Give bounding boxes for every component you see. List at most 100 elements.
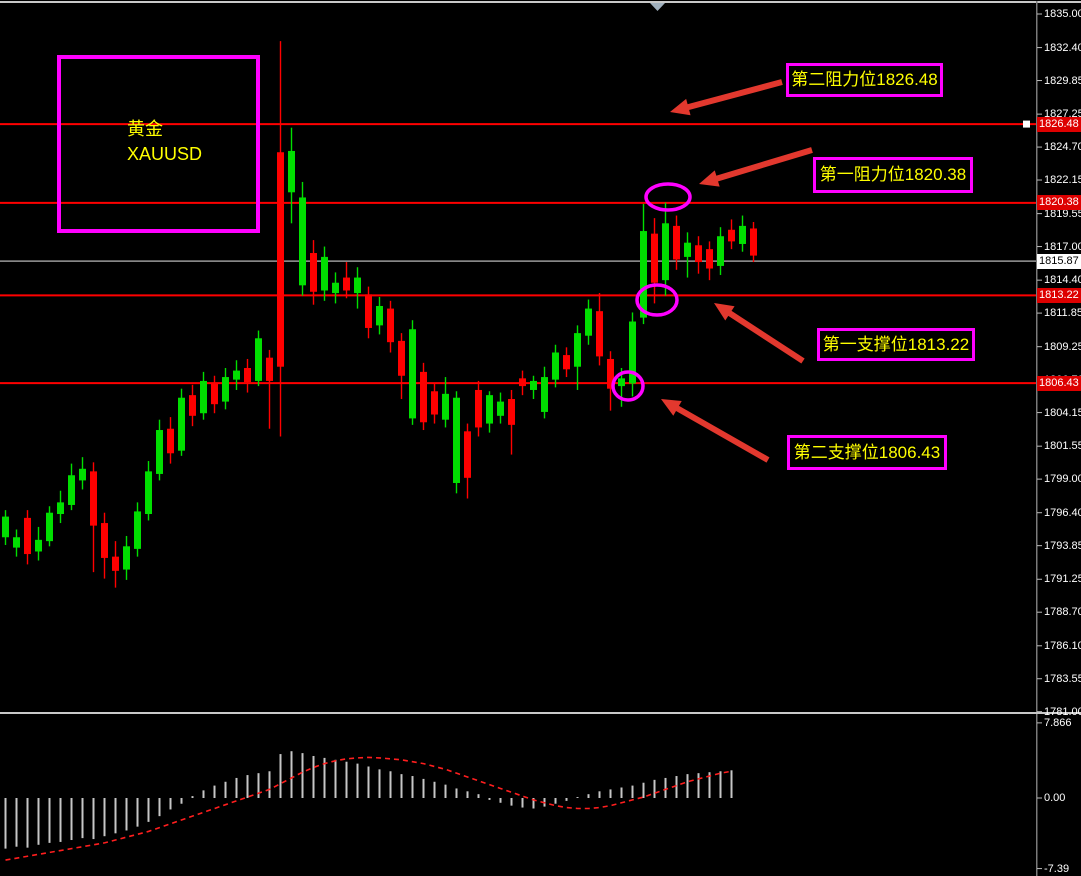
candle-body: [57, 502, 64, 515]
price-tick-label: 1783.55: [1044, 672, 1081, 685]
price-tick-label: 1819.55: [1044, 207, 1081, 220]
price-tick-label: 1822.15: [1044, 174, 1081, 187]
candle-body: [46, 512, 53, 542]
candle-body: [739, 225, 746, 244]
candle-body: [101, 523, 108, 558]
candle-body: [585, 308, 592, 336]
candle-body: [398, 340, 405, 376]
price-tick-label: 1799.00: [1044, 473, 1081, 486]
highlight-ellipses-layer[interactable]: [611, 182, 692, 402]
candle-body: [145, 471, 152, 515]
candle-body: [750, 228, 757, 256]
symbol-name-cn: 黄金: [127, 119, 163, 139]
price-tick-label: 1829.85: [1044, 74, 1081, 87]
candle-body: [167, 428, 174, 454]
symbol-annotation-box[interactable]: 黄金 XAUUSD: [57, 55, 260, 233]
price-tick-label: 1788.70: [1044, 606, 1081, 619]
candle-body: [35, 539, 42, 552]
price-tick-label: 1793.85: [1044, 539, 1081, 552]
price-tick-label: 1835.00: [1044, 8, 1081, 20]
price-tick-label: 1786.10: [1044, 639, 1081, 652]
price-tick-label: 1832.40: [1044, 41, 1081, 54]
price-tick-label: 1814.40: [1044, 274, 1081, 287]
arrow-shaft: [724, 308, 805, 364]
support-1-label: 第一支撑位1813.22: [822, 335, 970, 354]
candle-body: [442, 393, 449, 420]
line-handle[interactable]: [1023, 120, 1030, 128]
candle-body: [530, 380, 537, 390]
candle-body: [343, 277, 350, 291]
level-price-tag-support-2: 1806.43: [1037, 375, 1081, 391]
price-tick-label: 7.866: [1044, 716, 1072, 729]
candle-body: [332, 282, 339, 294]
candle-body: [420, 371, 427, 423]
candle-body: [365, 294, 372, 328]
support-2-label-box[interactable]: 第二支撑位1806.43: [787, 435, 947, 470]
arrow-head[interactable]: [714, 303, 735, 321]
candle-body: [453, 397, 460, 483]
candle-body: [211, 383, 218, 405]
support-2-label: 第二支撑位1806.43: [793, 443, 941, 462]
candlestick-series[interactable]: [2, 41, 757, 588]
level-price-tag-resistance-1: 1820.38: [1037, 195, 1081, 211]
resistance-1-label-box[interactable]: 第一阻力位1820.38: [813, 157, 973, 193]
price-tick-label: 1817.00: [1044, 240, 1081, 253]
symbol-ticker: XAUUSD: [127, 144, 203, 164]
candle-body: [2, 516, 9, 538]
resistance-2-label: 第二阻力位1826.48: [791, 70, 938, 89]
highlight-ellipse[interactable]: [611, 370, 645, 402]
candle-body: [233, 370, 240, 380]
candle-body: [475, 389, 482, 428]
candle-body: [684, 242, 691, 257]
symbol-title: 黄金 XAUUSD: [127, 117, 202, 167]
arrow-head[interactable]: [670, 98, 691, 116]
candle-body: [519, 378, 526, 387]
candle-body: [728, 229, 735, 242]
price-tick-label: 0.00: [1044, 792, 1066, 804]
top-border: [0, 1, 1081, 3]
candle-body: [607, 358, 614, 389]
resistance-1-label: 第一阻力位1820.38: [819, 165, 967, 184]
indicator-panel[interactable]: [4, 751, 733, 861]
level-lines-layer[interactable]: [0, 120, 1036, 385]
price-axis[interactable]: 1835.00 1832.40 1829.85 1827.25 1824.70 1822.…: [1037, 0, 1081, 876]
candle-body: [640, 231, 647, 318]
price-tick-label: 1804.15: [1044, 406, 1081, 419]
price-tick-label: 1809.25: [1044, 340, 1081, 353]
arrow-shaft: [711, 147, 813, 183]
candle-body: [310, 253, 317, 292]
arrow-head[interactable]: [699, 170, 720, 187]
support-1-label-box[interactable]: 第一支撑位1813.22: [817, 328, 975, 361]
arrow-shaft: [682, 79, 783, 112]
arrows-layer[interactable]: [661, 79, 813, 463]
highlight-ellipse[interactable]: [644, 182, 692, 212]
candle-body: [497, 401, 504, 416]
candle-body: [134, 511, 141, 549]
resistance-2-label-box[interactable]: 第二阻力位1826.48: [786, 63, 943, 97]
panel-separator: [0, 712, 1081, 714]
price-tick-label: -7.39: [1044, 862, 1070, 875]
candle-body: [651, 233, 658, 283]
level-price-tag-support-1: 1813.22: [1037, 287, 1081, 303]
scroll-to-end-marker-icon[interactable]: [650, 3, 665, 11]
candle-body: [618, 378, 625, 387]
price-tick-label: 1801.55: [1044, 440, 1081, 453]
candle-body: [255, 338, 262, 381]
candle-body: [486, 395, 493, 424]
price-tick-label: 1781.00: [1044, 705, 1081, 718]
candle-body: [112, 556, 119, 571]
candle-body: [695, 245, 702, 263]
arrow-shaft: [671, 403, 770, 463]
highlight-ellipse[interactable]: [635, 283, 679, 317]
candle-body: [123, 546, 130, 570]
candle-body: [629, 321, 636, 384]
price-tick-label: 1791.25: [1044, 573, 1081, 586]
candle-body: [200, 380, 207, 414]
level-price-tag-resistance-2: 1826.48: [1037, 116, 1081, 132]
candle-body: [673, 225, 680, 260]
arrow-head[interactable]: [661, 399, 682, 416]
candle-body: [574, 333, 581, 367]
candle-body: [354, 277, 361, 294]
